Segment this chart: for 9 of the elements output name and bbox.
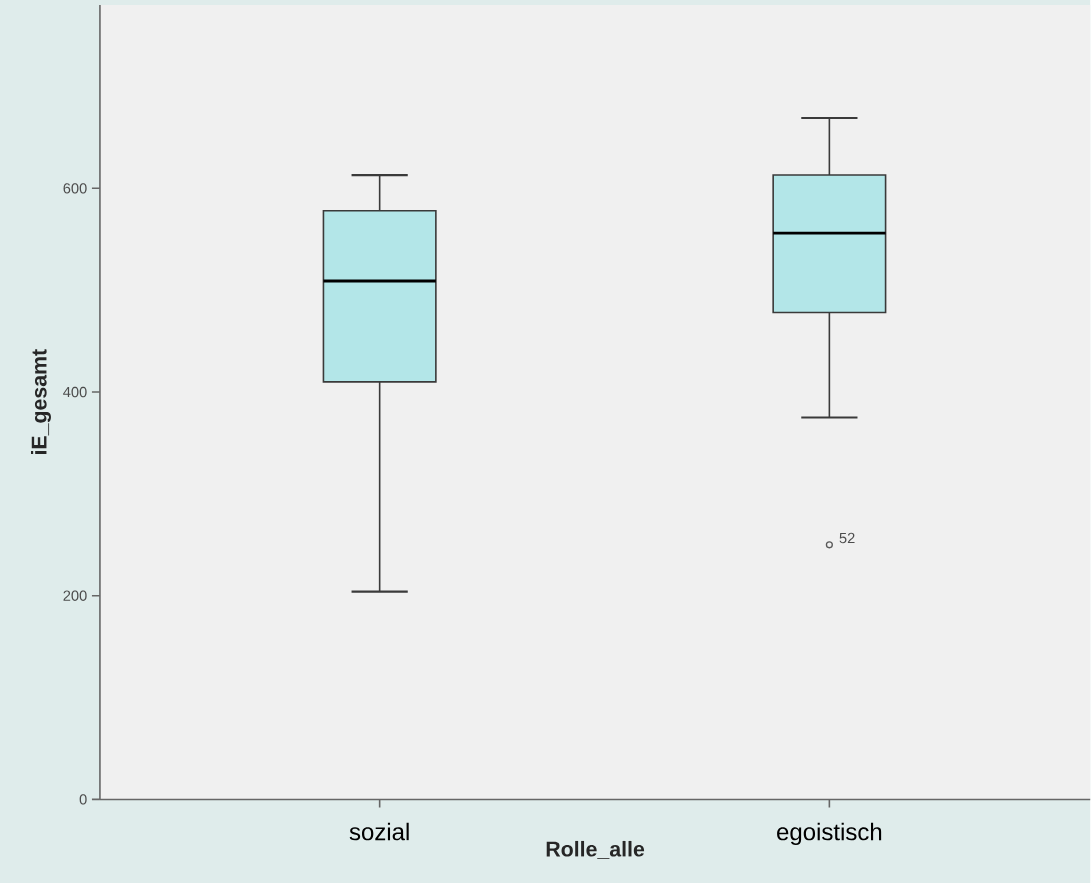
x-axis-title: Rolle_alle	[546, 840, 645, 859]
annotation: 52	[839, 532, 855, 544]
y-tick-label: 600	[63, 182, 87, 194]
x-tick-label: sozial	[349, 822, 409, 841]
x-tick-label: egoistisch	[777, 822, 882, 845]
y-tick-label: 400	[63, 386, 87, 398]
y-tick-label: 0	[79, 794, 87, 805]
y-axis-title: iE_gesamt	[31, 348, 51, 454]
y-tick-label: 200	[63, 590, 87, 601]
